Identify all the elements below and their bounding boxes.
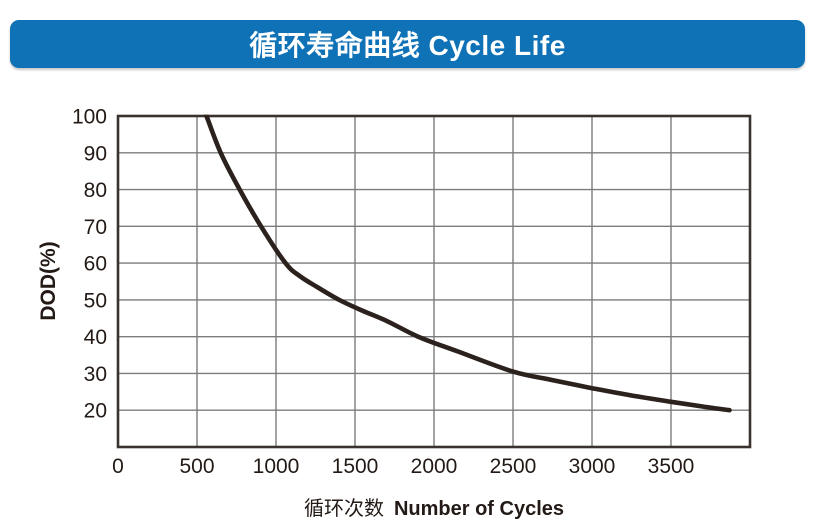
x-axis-title-en: Number of Cycles <box>393 498 565 520</box>
x-tick-label: 2500 <box>490 455 537 478</box>
title-banner: 循环寿命曲线 Cycle Life <box>10 20 805 68</box>
y-axis-title: DOD(%) <box>37 241 60 321</box>
x-tick-label: 0 <box>112 455 124 478</box>
x-tick-label: 500 <box>179 455 214 478</box>
x-tick-label: 3000 <box>569 455 616 478</box>
y-tick-label: 20 <box>84 400 107 423</box>
x-tick-label: 1500 <box>332 455 379 478</box>
y-tick-label: 60 <box>84 253 107 276</box>
y-tick-label: 90 <box>84 142 107 165</box>
x-tick-label: 1000 <box>253 455 300 478</box>
y-tick-label: 40 <box>84 326 107 349</box>
x-tick-label: 3500 <box>648 455 695 478</box>
y-tick-label: 50 <box>84 289 107 312</box>
x-tick-label: 2000 <box>411 455 458 478</box>
y-tick-label: 30 <box>84 363 107 386</box>
cycle-life-curve <box>203 114 732 413</box>
plot-frame <box>116 114 752 449</box>
y-tick-label: 80 <box>84 179 107 202</box>
x-axis-title-zh: 循环次数 <box>303 498 384 520</box>
y-tick-label: 100 <box>72 106 107 129</box>
y-tick-label: 70 <box>84 216 107 239</box>
page-title: 循环寿命曲线 Cycle Life <box>249 30 566 61</box>
x-axis-title: 循环次数 Number of Cycles <box>118 492 750 521</box>
